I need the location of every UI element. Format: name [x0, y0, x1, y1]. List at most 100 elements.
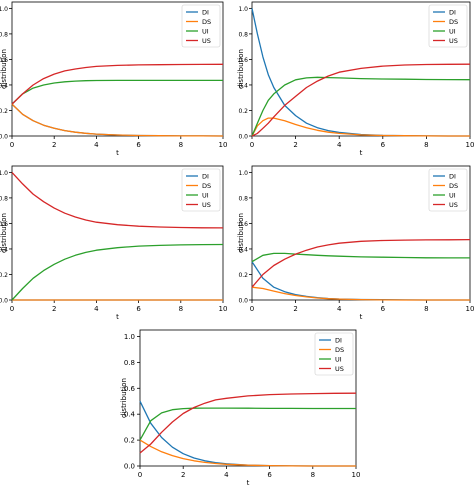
y-tick-label: 0.0	[238, 134, 248, 141]
legend-label: DI	[202, 173, 209, 181]
x-tick-label: 4	[94, 141, 99, 149]
legend-box	[181, 168, 221, 212]
x-tick-label: 10	[352, 471, 361, 479]
y-tick-label: 1.0	[0, 6, 8, 13]
y-tick-label: 0.8	[238, 195, 248, 202]
x-tick-label: 6	[381, 141, 386, 149]
y-tick-label: 0.2	[238, 108, 248, 115]
x-tick-label: 8	[311, 471, 315, 479]
x-tick-label: 6	[136, 141, 141, 149]
x-tick-label: 0	[250, 141, 254, 149]
legend-label: UI	[202, 28, 209, 36]
legend-label: DS	[449, 182, 458, 190]
x-tick-label: 10	[466, 305, 474, 313]
y-tick-label: 0.8	[238, 31, 248, 38]
series-line-ui	[11, 79, 223, 105]
series-line-ds	[139, 439, 356, 467]
y-tick-label: 0.2	[0, 108, 8, 115]
legend-label: US	[202, 201, 211, 209]
y-tick-label: 0.2	[238, 272, 248, 279]
x-tick-label: 4	[337, 305, 342, 313]
series-line-ui	[11, 243, 224, 301]
series-line-ds	[251, 286, 470, 301]
series-line-di	[139, 400, 356, 467]
legend-label: UI	[202, 192, 209, 200]
y-tick-label: 0.4	[238, 82, 248, 89]
x-tick-label: 6	[267, 471, 272, 479]
legend-label: UI	[449, 28, 456, 36]
x-tick-label: 0	[10, 141, 14, 149]
y-tick-label: 0.4	[124, 411, 136, 419]
series-line-ui	[251, 76, 471, 137]
legend-label: DS	[449, 18, 458, 26]
legend-label: DS	[202, 18, 211, 26]
legend-label: US	[449, 201, 458, 209]
legend-box	[428, 4, 468, 48]
plot-frame	[251, 1, 471, 137]
y-tick-label: 0.6	[124, 385, 136, 393]
legend-label: DS	[202, 182, 211, 190]
x-tick-label: 6	[136, 305, 141, 313]
chart-panel-4: 0 2 4 6 8 10 0.0 0.2 0.4 0.6 0.8 1.0 t distribution DI…	[237, 163, 474, 323]
y-axis-label: distribution	[0, 213, 8, 253]
series-line-us	[139, 392, 357, 454]
legend-label: DI	[335, 337, 342, 345]
y-axis-label: distribution	[237, 213, 245, 253]
y-tick-label: 1.0	[124, 333, 135, 341]
x-tick-label: 10	[219, 141, 228, 149]
x-axis-label: t	[116, 149, 119, 157]
y-tick-label: 0.8	[0, 195, 8, 202]
series-line-us	[11, 171, 224, 229]
x-tick-label: 8	[424, 141, 428, 149]
chart-svg-4: 0 2 4 6 8 10 0.0 0.2 0.4 0.6 0.8 1.0 t distribution DI…	[237, 165, 474, 321]
x-tick-label: 4	[224, 471, 229, 479]
y-tick-label: 1.0	[238, 170, 248, 177]
x-tick-label: 2	[293, 141, 297, 149]
y-axis-label: distribution	[0, 49, 8, 89]
plot-frame	[139, 329, 357, 467]
series-line-ui	[251, 252, 470, 263]
x-tick-label: 0	[138, 471, 142, 479]
plot-frame	[11, 1, 224, 137]
y-tick-label: 0.4	[238, 246, 248, 253]
legend-box	[181, 4, 221, 48]
x-tick-label: 8	[424, 305, 428, 313]
x-tick-label: 0	[250, 305, 254, 313]
chart-panel-2: 0 2 4 6 8 10 0.0 0.2 0.4 0.6 0.8 1.0 t distribution DI…	[237, 0, 474, 158]
y-tick-label: 0.0	[0, 134, 8, 141]
y-tick-label: 0.0	[0, 298, 8, 305]
x-axis-label: t	[360, 149, 363, 157]
y-tick-label: 1.0	[0, 170, 8, 177]
y-tick-label: 0.6	[238, 57, 248, 64]
chart-svg-2: 0 2 4 6 8 10 0.0 0.2 0.4 0.6 0.8 1.0 t distribution DI…	[237, 1, 474, 157]
y-tick-label: 0.4	[0, 82, 8, 89]
series-line-us	[251, 238, 471, 288]
y-tick-label: 0.2	[124, 437, 135, 445]
y-tick-label: 0.2	[0, 272, 8, 279]
series-line-us	[11, 63, 224, 105]
chart-panel-3: 0 2 4 6 8 10 0.0 0.2 0.4 0.6 0.8 1.0 t distribution DI…	[0, 163, 235, 323]
x-tick-label: 8	[179, 305, 183, 313]
legend-box	[314, 332, 354, 376]
chart-svg-1: 0 2 4 6 8 10 0.0 0.2 0.4 0.6 0.8 1.0 t distribution DI…	[0, 1, 228, 157]
y-tick-label: 0.8	[0, 31, 8, 38]
x-axis-label: t	[360, 313, 363, 321]
chart-panel-5: 0 2 4 6 8 10 0.0 0.2 0.4 0.6 0.8 1.0 t distribution DI…	[112, 326, 362, 487]
series-line-us	[251, 63, 471, 137]
y-tick-label: 1.0	[238, 6, 248, 13]
legend-label: UI	[449, 192, 456, 200]
x-tick-label: 10	[466, 141, 474, 149]
y-tick-label: 0.8	[124, 359, 135, 367]
chart-svg-3: 0 2 4 6 8 10 0.0 0.2 0.4 0.6 0.8 1.0 t distribution DI…	[0, 165, 228, 321]
y-tick-label: 0.6	[238, 221, 248, 228]
legend-label: US	[449, 37, 458, 45]
y-tick-label: 0.0	[238, 298, 248, 305]
y-axis-label: distribution	[120, 378, 128, 418]
y-tick-label: 0.6	[0, 221, 8, 228]
y-tick-label: 0.0	[124, 463, 135, 471]
x-tick-label: 0	[10, 305, 14, 313]
legend-label: DS	[335, 346, 344, 354]
series-line-ds	[11, 103, 224, 137]
y-tick-label: 0.4	[0, 246, 8, 253]
x-tick-label: 10	[219, 305, 228, 313]
